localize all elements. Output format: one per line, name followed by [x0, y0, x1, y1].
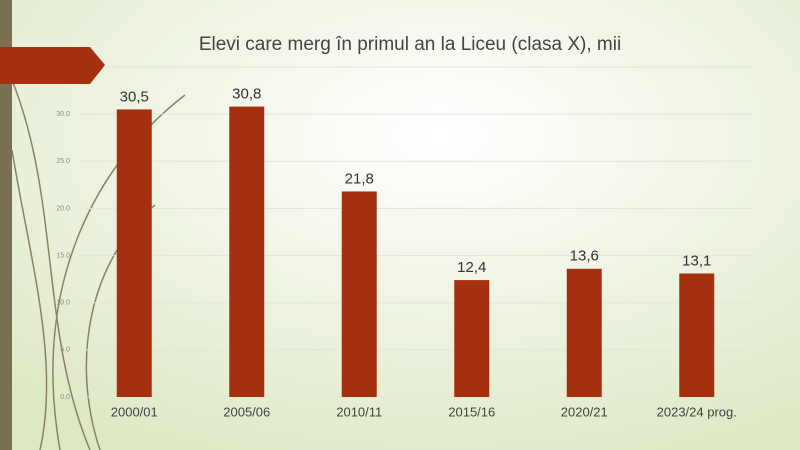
bar	[566, 268, 602, 397]
plot-area: 0.05.010.015.020.025.030.035.02000/0130,…	[56, 64, 753, 419]
bar	[454, 280, 490, 397]
value-label: 13,6	[570, 248, 599, 265]
y-tick-label: 25.0	[56, 158, 70, 165]
y-tick-label: 10.0	[56, 300, 70, 307]
x-tick-label: 2015/16	[448, 404, 495, 419]
y-tick-label: 15.0	[56, 252, 70, 259]
title-arrow	[0, 47, 105, 84]
value-label: 30,8	[232, 86, 261, 103]
x-tick-label: 2020/21	[561, 404, 608, 419]
y-tick-label: 20.0	[56, 205, 70, 212]
x-tick-label: 2023/24 prog.	[657, 404, 737, 419]
value-label: 21,8	[345, 170, 374, 187]
y-tick-label: 5.0	[60, 347, 70, 354]
value-label: 12,4	[457, 259, 486, 276]
side-stripe	[0, 0, 12, 450]
x-tick-label: 2005/06	[223, 404, 270, 419]
x-tick-label: 2000/01	[111, 404, 158, 419]
bar	[229, 106, 265, 397]
y-tick-label: 30.0	[56, 111, 70, 118]
chart-title: Elevi care merg în primul an la Liceu (c…	[199, 34, 621, 55]
y-tick-label: 0.0	[60, 394, 70, 401]
value-label: 13,1	[682, 252, 711, 269]
bar	[341, 191, 377, 397]
value-label: 30,5	[120, 88, 149, 105]
x-tick-label: 2010/11	[336, 404, 382, 419]
bar	[116, 109, 152, 397]
bar	[679, 273, 715, 397]
